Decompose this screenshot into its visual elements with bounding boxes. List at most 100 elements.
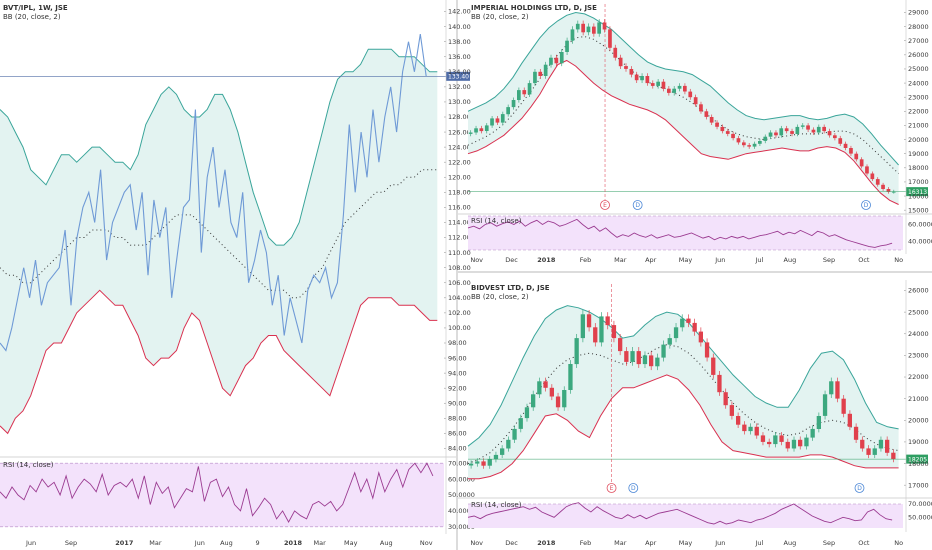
price-axis-label: 104.00 [448,294,471,302]
candle-body [655,357,660,367]
candle-body [865,166,869,174]
time-axis-label: Dec [505,539,518,547]
time-axis-label: No [894,256,903,264]
candle-body [810,428,815,438]
time-axis-label: Sep [823,256,835,264]
price-axis-label: 112.00 [448,234,471,242]
candle-body [586,26,591,33]
candle-body [870,173,875,180]
price-axis-label: 23000 [908,352,929,360]
candle-body [543,381,548,388]
time-axis-label: Mar [149,539,162,547]
price-axis-label: 17000 [908,481,929,489]
time-axis-label: Nov [470,539,483,547]
dividend-marker-label: D [635,202,640,209]
time-axis-label: Aug [220,539,233,547]
price-axis-label: 96.00 [448,354,467,362]
candle-body [838,138,843,144]
price-axis-label: 15000 [908,206,929,214]
candle-body [533,71,537,84]
candle-body [500,448,505,455]
price-axis-label: 142.00 [448,8,471,16]
candle-body [580,314,585,339]
candle-body [763,136,768,141]
panel-bvt-ipl[interactable]: 133.40 142.00 140.00 138.00 136.00 134.00 132.… [0,0,475,547]
candle-body [593,327,598,343]
candle-body [468,132,473,134]
earnings-marker-label: E [603,202,607,209]
candle-body [574,338,579,365]
candle-body [785,441,790,449]
candle-body [605,316,610,326]
rsi-band-fill [468,216,903,250]
time-axis-label: May [344,539,358,547]
time-axis-label: Dec [505,256,518,264]
candle-body [686,318,691,323]
bb-upper-line [0,48,438,246]
time-axis-label: May [679,539,693,547]
candle-body [636,351,641,365]
candle-body [709,117,714,123]
candle-body [608,29,612,48]
time-axis-label: Mar [614,256,627,264]
time-axis-label: Aug [380,539,393,547]
candle-body [649,355,654,367]
candle-body [518,418,523,429]
candle-body [795,126,800,134]
candle-body [798,439,803,447]
candle-body [506,439,511,449]
price-axis-label: 22000 [908,108,929,116]
chart-title: IMPERIAL HOLDINGS LTD, D, JSE [471,4,597,12]
price-axis-label: 19000 [908,150,929,158]
candle-body [760,435,766,442]
candle-body [493,454,499,460]
time-axis-label: Nov [470,256,483,264]
earnings-marker-label: E [610,485,614,492]
price-axis-label: 108.00 [448,264,471,272]
candle-body [673,327,679,339]
candle-body [692,322,697,332]
price-axis-label: 18000 [908,460,929,468]
candle-body [725,131,730,134]
candle-body [667,338,672,345]
candle-body [729,405,734,416]
candle-body [822,126,826,132]
rsi-axis-label: 30.0000 [448,523,475,531]
price-axis-label: 102.00 [448,309,471,317]
candle-body [672,88,676,93]
rsi-axis-label: 40.0000 [448,507,475,515]
candle-body [565,40,569,52]
candle-body [833,135,837,139]
dividend-marker [854,483,865,493]
price-axis-label: 23000 [908,93,929,101]
candle-body [758,141,762,144]
candle-body [531,394,536,408]
candle-body [835,381,840,399]
candle-body [829,381,834,395]
rsi-legend: RSI (14, close) [471,217,522,225]
panel-imperial-holdings[interactable]: 16313 29000 28000 27000 26000 25000 24000 23000… [467,0,932,264]
candle-body [866,448,871,455]
candle-body [720,126,725,132]
price-axis-label: 140.00 [448,23,471,31]
candle-body [886,189,891,192]
candle-body [872,448,877,455]
price-axis-label: 132.00 [448,83,471,91]
price-axis-label: 88.00 [448,415,467,423]
time-axis-label: 9 [255,539,259,547]
candle-body [723,392,728,406]
time-axis-label: Jun [714,539,725,547]
candle-body [704,342,710,358]
candle-body [680,318,685,328]
candle-body [800,125,805,127]
candle-body [711,357,716,375]
time-axis-label: Jul [755,256,764,264]
candle-body [506,107,510,115]
time-axis-label: Feb [580,539,592,547]
time-axis-label: 2018 [537,539,556,547]
candle-body [570,29,575,41]
candle-body [779,435,784,442]
panel-bidvest[interactable]: 18205 26000 25000 24000 23000 22000 21000 20000… [467,280,932,547]
price-axis-label: 114.00 [448,219,471,227]
